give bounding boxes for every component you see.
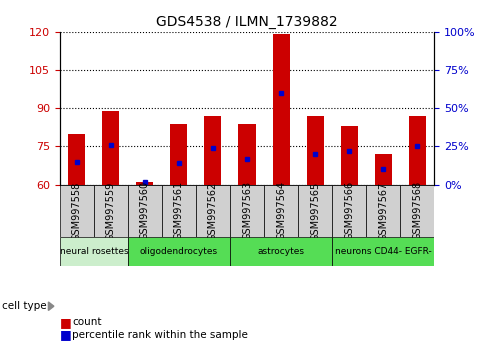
- Text: GSM997558: GSM997558: [72, 181, 82, 240]
- Bar: [171, 124, 188, 185]
- Bar: [68, 134, 85, 185]
- Text: percentile rank within the sample: percentile rank within the sample: [72, 330, 248, 339]
- Text: cell type: cell type: [2, 301, 47, 311]
- Bar: [332, 185, 366, 237]
- Text: GSM997567: GSM997567: [378, 181, 388, 240]
- Polygon shape: [48, 302, 54, 310]
- Title: GDS4538 / ILMN_1739882: GDS4538 / ILMN_1739882: [156, 16, 338, 29]
- Text: GSM997568: GSM997568: [412, 181, 422, 240]
- Bar: [60, 185, 94, 237]
- Bar: [298, 185, 332, 237]
- Bar: [272, 34, 289, 185]
- Text: GSM997566: GSM997566: [344, 181, 354, 240]
- Bar: [128, 237, 230, 266]
- Text: GSM997559: GSM997559: [106, 181, 116, 240]
- Text: GSM997560: GSM997560: [140, 181, 150, 240]
- Text: GSM997563: GSM997563: [242, 181, 252, 240]
- Bar: [102, 111, 119, 185]
- Bar: [340, 126, 358, 185]
- Bar: [205, 116, 222, 185]
- Bar: [94, 185, 128, 237]
- Text: count: count: [72, 317, 102, 327]
- Text: ■: ■: [60, 316, 72, 329]
- Bar: [306, 116, 323, 185]
- Text: neural rosettes: neural rosettes: [59, 247, 128, 256]
- Bar: [136, 182, 153, 185]
- Text: astrocytes: astrocytes: [257, 247, 304, 256]
- Text: oligodendrocytes: oligodendrocytes: [140, 247, 218, 256]
- Bar: [196, 185, 230, 237]
- Bar: [60, 237, 128, 266]
- Bar: [264, 185, 298, 237]
- Bar: [332, 237, 434, 266]
- Bar: [230, 185, 264, 237]
- Text: neurons CD44- EGFR-: neurons CD44- EGFR-: [335, 247, 432, 256]
- Text: ■: ■: [60, 328, 72, 341]
- Bar: [162, 185, 196, 237]
- Text: GSM997561: GSM997561: [174, 181, 184, 240]
- Bar: [375, 154, 392, 185]
- Bar: [400, 185, 434, 237]
- Bar: [128, 185, 162, 237]
- Text: GSM997565: GSM997565: [310, 181, 320, 240]
- Text: GSM997564: GSM997564: [276, 181, 286, 240]
- Bar: [409, 116, 426, 185]
- Bar: [239, 124, 255, 185]
- Text: GSM997562: GSM997562: [208, 181, 218, 240]
- Bar: [230, 237, 332, 266]
- Bar: [366, 185, 400, 237]
